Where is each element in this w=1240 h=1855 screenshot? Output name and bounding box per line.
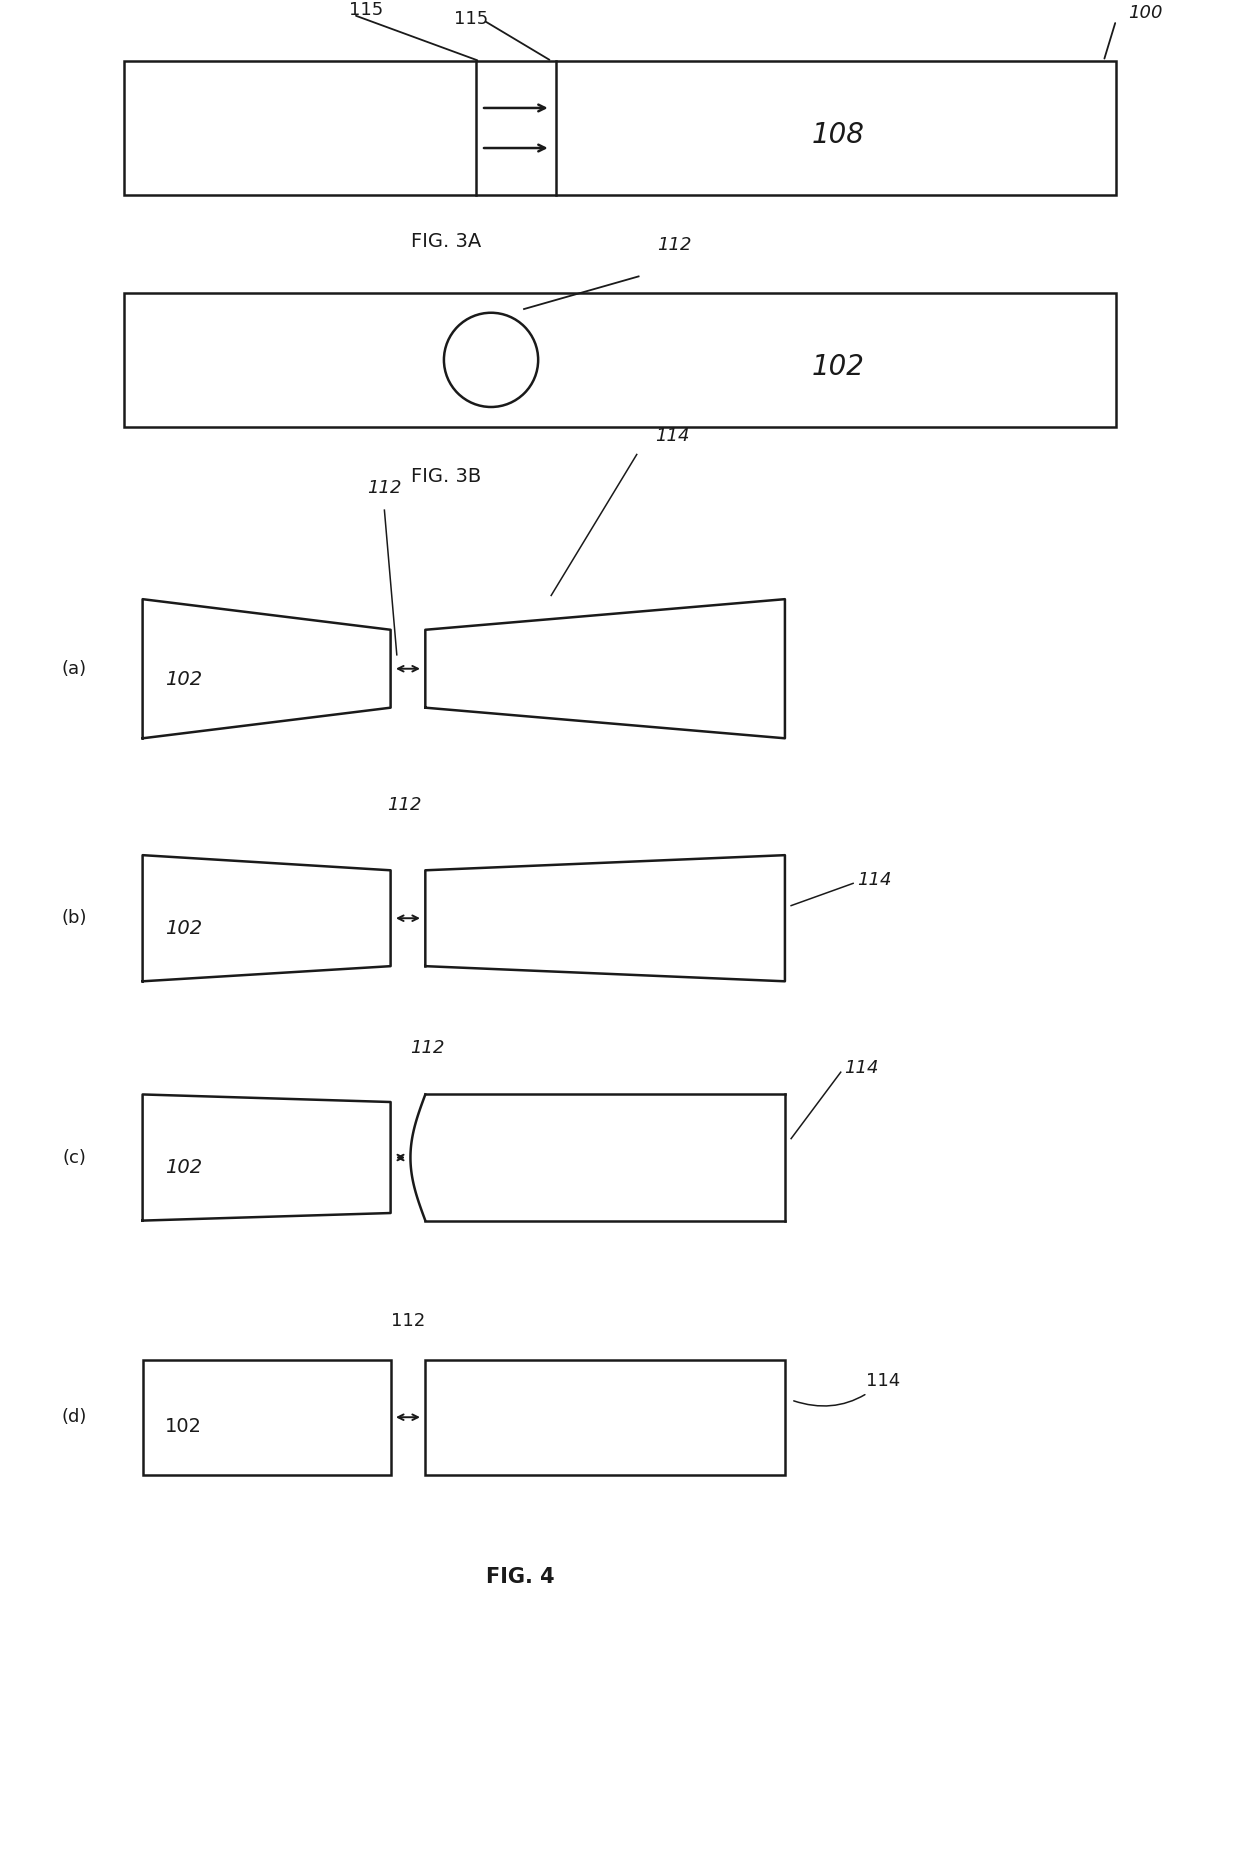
Text: (d): (d) <box>62 1408 87 1426</box>
Text: (c): (c) <box>62 1148 87 1167</box>
Text: (b): (b) <box>62 909 87 928</box>
Text: 112: 112 <box>409 1039 444 1057</box>
Text: 108: 108 <box>812 121 864 148</box>
Text: FIG. 3B: FIG. 3B <box>412 467 481 486</box>
Text: 112: 112 <box>387 796 422 814</box>
Text: 115: 115 <box>454 9 489 28</box>
Text: 102: 102 <box>165 918 202 939</box>
Text: 100: 100 <box>1128 4 1163 22</box>
FancyBboxPatch shape <box>143 1360 391 1475</box>
Text: 102: 102 <box>812 352 864 380</box>
Text: 114: 114 <box>794 1373 900 1406</box>
Text: 102: 102 <box>165 1417 202 1436</box>
Text: 112: 112 <box>657 236 692 254</box>
Text: (a): (a) <box>62 660 87 677</box>
FancyBboxPatch shape <box>124 293 1116 427</box>
Text: 114: 114 <box>656 427 689 445</box>
Text: 102: 102 <box>165 1158 202 1178</box>
Text: 102: 102 <box>165 670 202 690</box>
Text: 114: 114 <box>857 870 892 889</box>
FancyBboxPatch shape <box>124 61 1116 195</box>
Text: 112: 112 <box>391 1311 425 1330</box>
Text: 115: 115 <box>348 0 383 19</box>
Text: FIG. 3A: FIG. 3A <box>412 232 481 250</box>
Text: 114: 114 <box>844 1059 879 1078</box>
Text: 112: 112 <box>367 479 402 497</box>
Text: FIG. 4: FIG. 4 <box>486 1567 556 1588</box>
FancyBboxPatch shape <box>425 1360 785 1475</box>
